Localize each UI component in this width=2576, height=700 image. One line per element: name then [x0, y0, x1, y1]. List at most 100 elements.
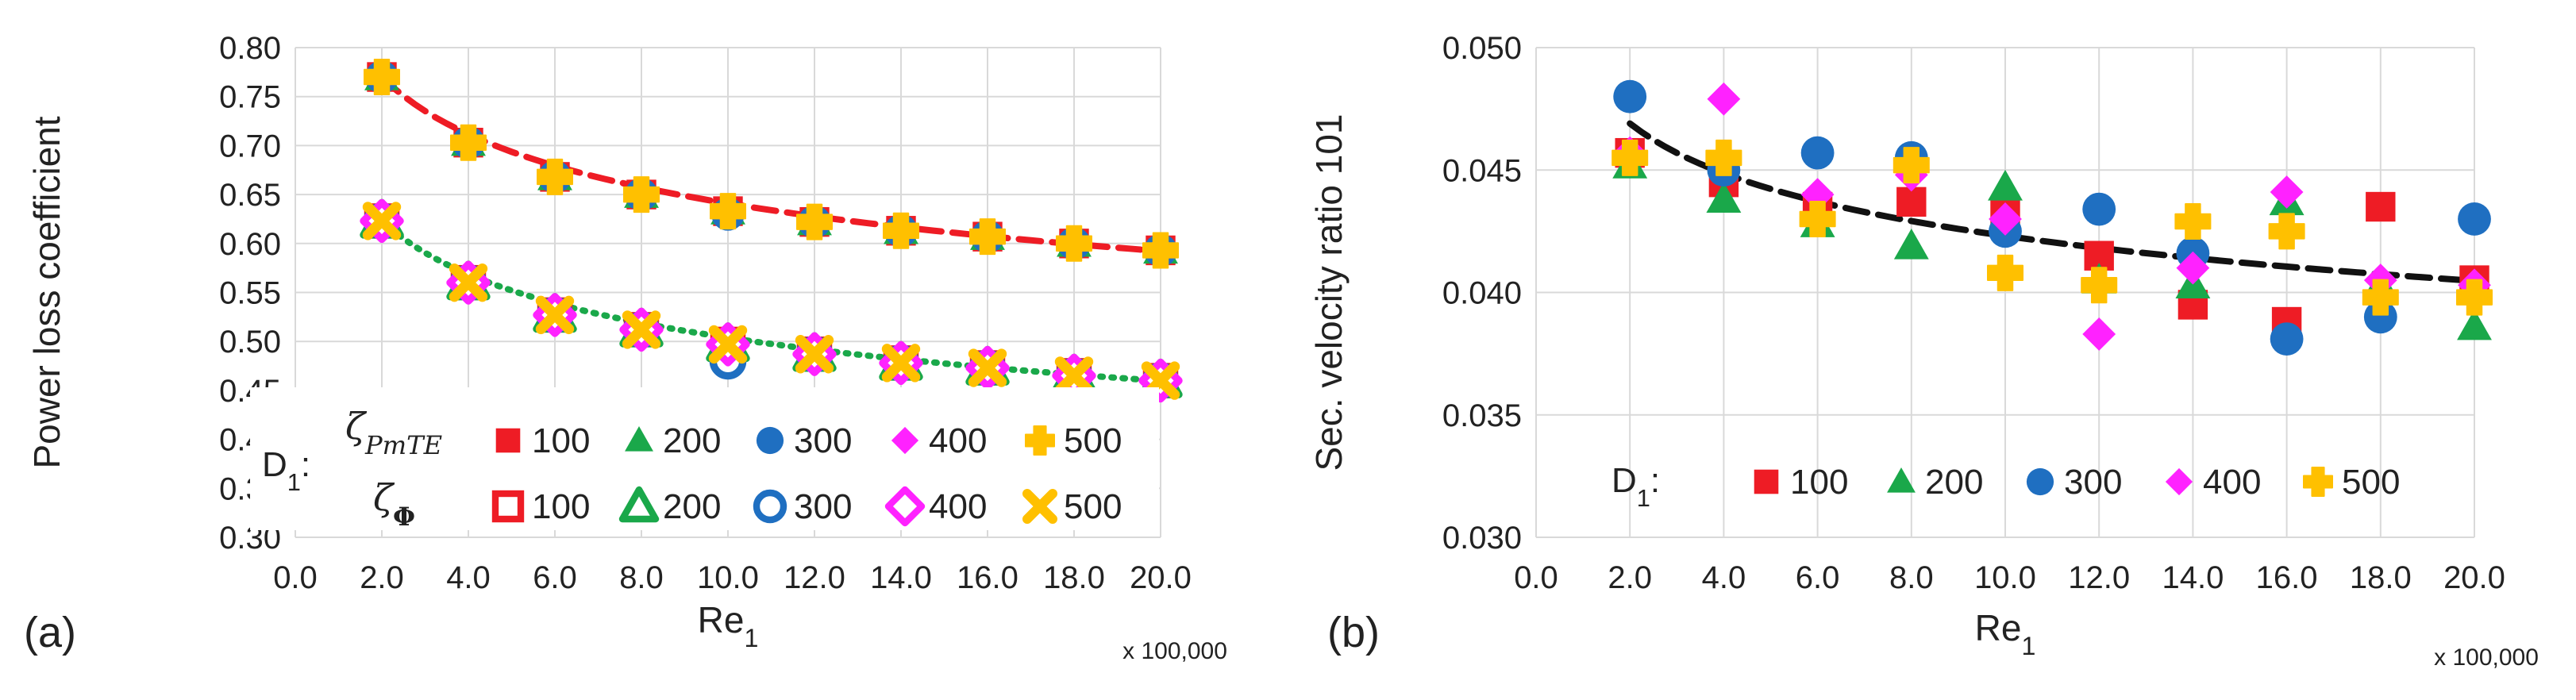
legend-marker [1025, 425, 1055, 456]
data-point [2458, 202, 2491, 236]
x-axis-label-main: Re [1975, 607, 2022, 648]
legend-entry-label: 200 [663, 421, 721, 460]
legend-marker [491, 490, 525, 523]
data-point [795, 335, 834, 374]
legend-prefix-tail: : [1650, 461, 1660, 500]
data-point [710, 193, 746, 230]
y-tick-label: 0.035 [1442, 398, 1522, 433]
data-point [796, 203, 833, 240]
legend-marker [2026, 467, 2054, 496]
legend-entry-label: 400 [929, 487, 987, 526]
data-point [2270, 322, 2304, 356]
zeta-sub: Φ [393, 502, 415, 532]
data-point [1987, 254, 2023, 291]
data-point [1613, 79, 1647, 113]
x-tick-label: 6.0 [1796, 560, 1840, 595]
legend-marker [2165, 467, 2193, 496]
data-point [2268, 213, 2305, 250]
data-point [1142, 232, 1179, 269]
trendline [379, 74, 1164, 255]
x-tick-label: 18.0 [1043, 560, 1105, 595]
zeta-sub: PmTE [364, 430, 442, 460]
data-point [1707, 82, 1741, 116]
data-point [2082, 192, 2116, 226]
chart-a: 0.0 2.0 4.0 6.0 8.0 10.0 12.0 14.0 16.0 18.0 20.0 0… [24, 31, 1227, 664]
x-tick-label: 8.0 [619, 560, 664, 595]
x-tick-label: 0.0 [273, 560, 318, 595]
legend-marker [1887, 467, 1916, 493]
data-point [2363, 300, 2397, 334]
trendline [379, 217, 1164, 384]
data-point [1799, 200, 1836, 237]
x-tick-label: 12.0 [2068, 560, 2130, 595]
y-axis-label: Power loss coefficient [26, 116, 67, 468]
x-tick-label: 20.0 [1130, 560, 1192, 595]
legend-marker [495, 428, 521, 453]
legend-prefix-tail: : [301, 445, 310, 484]
legend-prefix-sub: 1 [1637, 484, 1650, 512]
series [1613, 79, 2491, 356]
data-point [1611, 139, 1649, 176]
x-axis-label-sub: 1 [2021, 632, 2035, 660]
y-tick-label: 0.80 [219, 31, 281, 66]
x-scale-note: x 100,000 [1122, 638, 1227, 664]
data-point [1893, 147, 1930, 184]
x-tick-label: 20.0 [2443, 560, 2505, 595]
legend-marker [2303, 467, 2333, 497]
legend-entry-label: 500 [1064, 487, 1122, 526]
legend-entry-label: 100 [1790, 463, 1848, 502]
x-tick-label: 0.0 [1514, 560, 1558, 595]
x-axis-label: Re1 [1975, 607, 2036, 660]
y-tick-label: 0.030 [1442, 521, 1522, 556]
legend-entry-label: 400 [929, 421, 987, 460]
data-point [1893, 228, 1929, 260]
x-tick-label: 16.0 [2256, 560, 2318, 595]
x-tick-label: 18.0 [2350, 560, 2412, 595]
legend-entry-label: 300 [794, 421, 852, 460]
y-axis-label: Sec. velocity ratio 101 [1308, 113, 1350, 471]
legend-marker [1022, 489, 1057, 524]
panel-label: (a) [24, 609, 76, 656]
x-axis-label: Re1 [698, 599, 759, 652]
legend-marker [753, 489, 787, 524]
data-point [1706, 182, 1742, 213]
data-point [1988, 169, 2023, 201]
x-tick-label: 6.0 [533, 560, 577, 595]
legend: D1: 100 200 300 400 500 [1611, 461, 2400, 512]
data-point [449, 263, 488, 302]
legend-entry-label: 300 [794, 487, 852, 526]
legend-row1-label: ζPmTE [345, 405, 442, 460]
data-point [968, 348, 1007, 387]
legend-entry-label: 500 [1064, 421, 1122, 460]
data-point [623, 176, 660, 213]
y-tick-label: 0.50 [219, 325, 281, 360]
panel-label: (b) [1327, 609, 1380, 656]
series [1611, 139, 2493, 316]
legend-entry-label: 300 [2064, 463, 2122, 502]
data-point [2176, 251, 2210, 285]
data-point [1056, 225, 1092, 262]
data-point [2366, 191, 2396, 222]
data-point [2270, 175, 2304, 209]
data-point [364, 59, 400, 96]
data-point [1054, 356, 1094, 395]
zeta-symbol: ζ [373, 476, 395, 519]
legend-prefix-main: D [1611, 461, 1637, 500]
y-tick-label: 0.65 [219, 178, 281, 213]
legend-prefix: D1: [1611, 461, 1660, 512]
data-point [450, 124, 487, 161]
y-tick-label: 0.040 [1442, 276, 1522, 311]
x-tick-label: 10.0 [697, 560, 759, 595]
y-tick-label: 0.75 [219, 80, 281, 115]
x-tick-label: 16.0 [957, 560, 1018, 595]
data-point [969, 218, 1006, 256]
x-tick-label: 14.0 [2162, 560, 2224, 595]
x-tick-label: 2.0 [1608, 560, 1652, 595]
x-axis-label-sub: 1 [744, 624, 758, 652]
x-tick-label: 2.0 [360, 560, 404, 595]
data-point [1800, 178, 1835, 211]
y-tick-label: 0.045 [1442, 153, 1522, 188]
legend-prefix: D1: [262, 445, 310, 496]
